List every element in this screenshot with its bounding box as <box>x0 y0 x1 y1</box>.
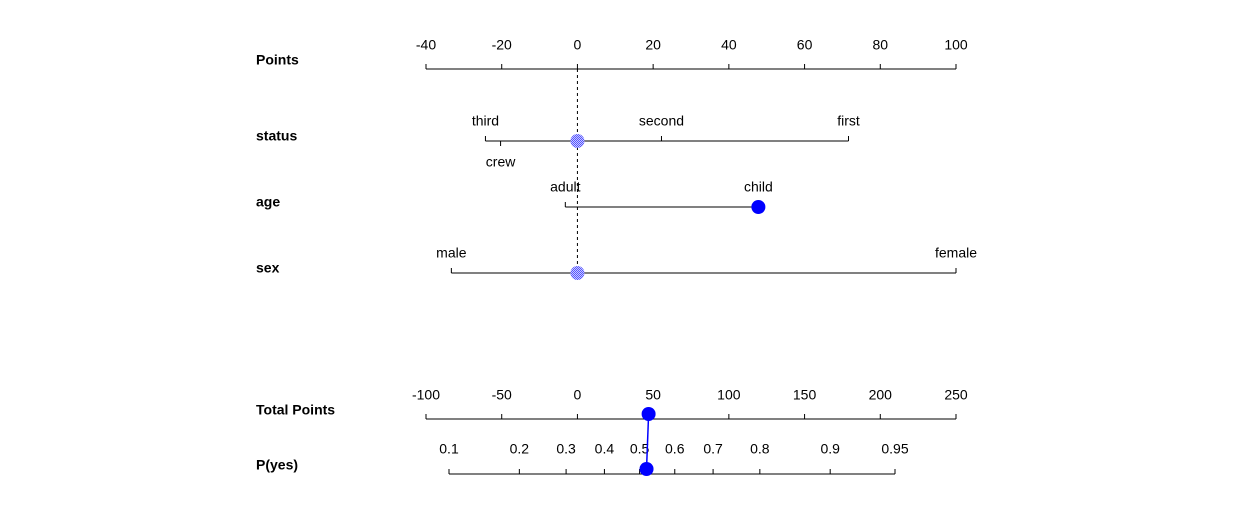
value-label: second <box>639 113 684 129</box>
tick-label: 0.7 <box>703 441 723 457</box>
tick-label: 0.4 <box>595 441 615 457</box>
tick-label: 60 <box>797 37 813 53</box>
row-label: sex <box>256 260 280 276</box>
tick-label: 0.95 <box>881 441 908 457</box>
value-label: adult <box>550 179 580 195</box>
tick-label: 200 <box>869 387 893 403</box>
row-label: status <box>256 128 297 144</box>
value-label: first <box>837 113 860 129</box>
tick-label: 80 <box>872 37 888 53</box>
tick-label: 40 <box>721 37 737 53</box>
tick-label: -100 <box>412 387 440 403</box>
tick-label: 0.9 <box>820 441 840 457</box>
axis-label: Points <box>256 52 299 68</box>
tick-label: 0.3 <box>556 441 576 457</box>
total-marker <box>641 407 656 421</box>
attribute-marker <box>570 266 585 280</box>
axis-label: P(yes) <box>256 457 298 473</box>
tick-label: 250 <box>944 387 968 403</box>
tick-label: 0.1 <box>439 441 459 457</box>
tick-label: 100 <box>717 387 741 403</box>
tick-label: 20 <box>645 37 661 53</box>
tick-label: 0.8 <box>750 441 770 457</box>
axis-label: Total Points <box>256 402 335 418</box>
attribute-marker <box>570 134 585 148</box>
value-label: male <box>436 245 467 261</box>
attribute-marker <box>751 200 766 214</box>
value-label: third <box>472 113 499 129</box>
tick-label: -20 <box>492 37 512 53</box>
link-line <box>645 413 650 470</box>
tick-label: 0 <box>574 387 582 403</box>
tick-label: 0.5 <box>630 441 650 457</box>
tick-label: 0.2 <box>510 441 530 457</box>
tick-label: 150 <box>793 387 817 403</box>
tick-label: 0.6 <box>665 441 685 457</box>
value-label: female <box>935 245 977 261</box>
probability-marker <box>639 462 654 476</box>
tick-label: 100 <box>944 37 968 53</box>
value-label: crew <box>486 154 516 170</box>
tick-label: -40 <box>416 37 436 53</box>
tick-label: 50 <box>645 387 661 403</box>
row-label: age <box>256 194 280 210</box>
tick-label: -50 <box>492 387 512 403</box>
tick-label: 0 <box>574 37 582 53</box>
value-label: child <box>744 179 773 195</box>
